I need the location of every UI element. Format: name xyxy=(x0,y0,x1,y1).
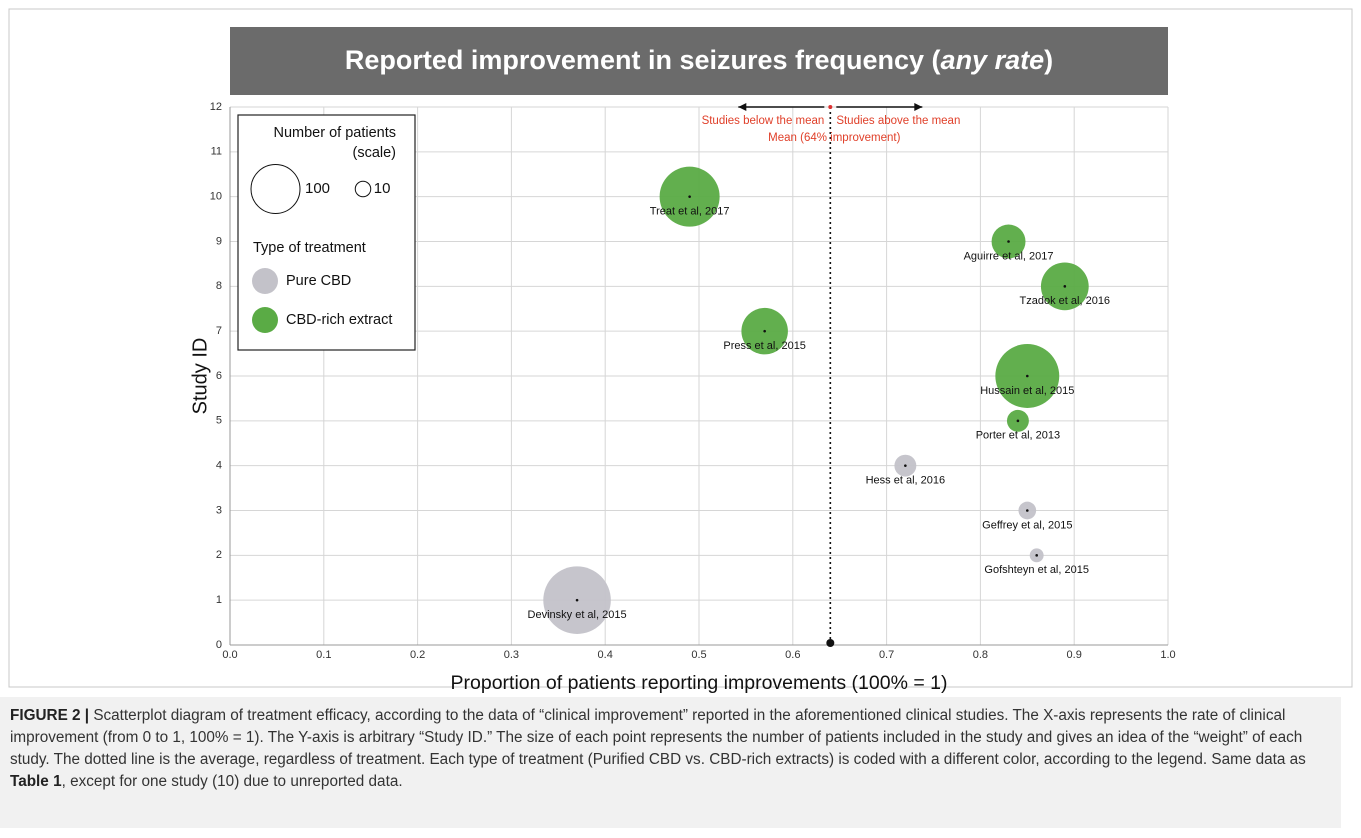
y-axis-label: Study ID xyxy=(189,338,211,415)
x-tick-label: 0.0 xyxy=(222,649,237,661)
y-tick-label: 11 xyxy=(211,146,222,158)
legend-size-title: (scale) xyxy=(352,145,396,161)
x-axis-label: Proportion of patients reporting improve… xyxy=(451,672,948,694)
x-tick-label: 0.8 xyxy=(973,649,988,661)
chart-title: Reported improvement in seizures frequen… xyxy=(345,45,1053,75)
legend-swatch xyxy=(252,268,278,294)
y-tick-label: 9 xyxy=(216,235,222,247)
mean-above-label: Studies above the mean xyxy=(836,115,960,127)
y-tick-label: 10 xyxy=(210,191,222,203)
point-label: Press et al, 2015 xyxy=(723,340,806,352)
arrow-head xyxy=(914,103,923,111)
y-tick-label: 12 xyxy=(210,101,222,113)
title-part: Reported improvement in seizures frequen… xyxy=(345,45,941,75)
y-tick-label: 5 xyxy=(216,415,222,427)
y-tick-label: 7 xyxy=(216,325,222,337)
point-label: Treat et al, 2017 xyxy=(650,206,730,218)
legend-size-label: 10 xyxy=(374,180,391,197)
mean-label: Mean (64% improvement) xyxy=(768,132,900,144)
x-tick-label: 0.6 xyxy=(785,649,800,661)
bubble-center xyxy=(688,195,691,198)
point-label: Aguirre et al, 2017 xyxy=(964,250,1054,262)
caption-text: Scatterplot diagram of treatment efficac… xyxy=(10,707,1306,768)
bubble-center xyxy=(1007,240,1010,243)
point-label: Gofshteyn et al, 2015 xyxy=(984,564,1089,576)
mean-dot xyxy=(828,105,833,109)
mean-dot xyxy=(826,639,835,647)
bubble-center xyxy=(1035,554,1038,557)
legend-size-circle xyxy=(354,180,372,198)
caption: FIGURE 2 | Scatterplot diagram of treatm… xyxy=(0,697,1341,828)
y-tick-label: 0 xyxy=(216,639,222,651)
caption-ref: Table 1 xyxy=(10,773,62,790)
legend-swatch xyxy=(252,307,278,333)
legend-size-circle xyxy=(250,164,301,214)
arrow-head xyxy=(738,103,747,111)
x-tick-label: 0.9 xyxy=(1067,649,1082,661)
legend-type-title: Type of treatment xyxy=(253,240,366,256)
point-label: Porter et al, 2013 xyxy=(976,430,1060,442)
mean-below-label: Studies below the mean xyxy=(702,115,825,127)
point-label: Geffrey et al, 2015 xyxy=(982,519,1072,531)
bubble-center xyxy=(1026,374,1029,378)
bubble-center xyxy=(1026,509,1029,512)
chart: Reported improvement in seizures frequen… xyxy=(8,8,1353,694)
bubble-center xyxy=(763,329,766,333)
y-tick-label: 3 xyxy=(216,504,222,516)
point-label: Hussain et al, 2015 xyxy=(980,385,1074,397)
y-tick-label: 1 xyxy=(216,594,222,606)
caption-label: FIGURE 2 | xyxy=(10,707,90,724)
legend-label: Pure CBD xyxy=(286,273,351,289)
bubble-center xyxy=(575,598,579,602)
x-tick-label: 1.0 xyxy=(1160,649,1175,661)
title-bar xyxy=(230,27,1168,95)
y-tick-label: 2 xyxy=(216,549,222,561)
x-tick-label: 0.1 xyxy=(316,649,331,661)
point-label: Devinsky et al, 2015 xyxy=(528,609,627,621)
figure-frame xyxy=(8,8,1353,688)
legend-label: CBD-rich extract xyxy=(286,312,392,328)
x-tick-label: 0.3 xyxy=(504,649,519,661)
y-tick-label: 8 xyxy=(216,280,222,292)
legend-size-title: Number of patients xyxy=(273,125,396,141)
point-label: Hess et al, 2016 xyxy=(866,475,946,487)
bubble-center xyxy=(1063,285,1067,288)
x-tick-label: 0.2 xyxy=(410,649,425,661)
legend-size-label: 100 xyxy=(305,180,330,197)
x-tick-label: 0.7 xyxy=(879,649,894,661)
point-label: Tzadok et al, 2016 xyxy=(1020,295,1111,307)
caption-text: , except for one study (10) due to unrep… xyxy=(61,773,403,790)
y-tick-label: 4 xyxy=(216,460,222,472)
x-tick-label: 0.5 xyxy=(691,649,706,661)
title-part: any rate xyxy=(941,45,1045,75)
y-tick-label: 6 xyxy=(216,370,222,382)
x-tick-label: 0.4 xyxy=(598,649,613,661)
bubble-center xyxy=(1016,419,1020,423)
bubble-center xyxy=(904,464,907,467)
title-part: ) xyxy=(1044,45,1053,75)
